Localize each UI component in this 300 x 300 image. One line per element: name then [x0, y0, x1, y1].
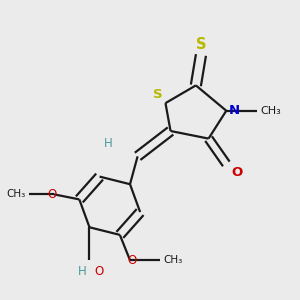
Text: CH₃: CH₃ — [7, 189, 26, 199]
Text: CH₃: CH₃ — [260, 106, 281, 116]
Text: O: O — [128, 254, 137, 267]
Text: O: O — [94, 265, 104, 278]
Text: O: O — [231, 167, 243, 179]
Text: H: H — [78, 265, 87, 278]
Text: CH₃: CH₃ — [163, 255, 182, 265]
Text: S: S — [153, 88, 163, 100]
Text: H: H — [103, 137, 112, 150]
Text: S: S — [196, 38, 206, 52]
Text: N: N — [229, 104, 240, 117]
Text: O: O — [47, 188, 56, 201]
